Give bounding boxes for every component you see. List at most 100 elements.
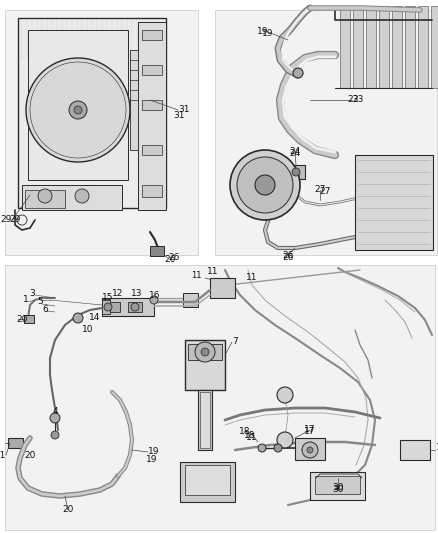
- Text: 29: 29: [9, 215, 21, 224]
- Bar: [185, 465, 230, 495]
- Bar: [180, 462, 235, 502]
- Text: 11: 11: [246, 273, 258, 282]
- Text: 11: 11: [207, 268, 219, 277]
- Text: 23: 23: [347, 95, 359, 104]
- Text: 11: 11: [191, 271, 202, 280]
- Bar: [200, 392, 210, 448]
- Text: 26: 26: [168, 254, 180, 262]
- Bar: [150, 246, 164, 256]
- Text: 19: 19: [257, 28, 268, 36]
- Text: 11: 11: [246, 433, 258, 442]
- Bar: [24, 315, 34, 323]
- Text: 26: 26: [283, 251, 294, 260]
- Bar: [355, 155, 433, 250]
- Circle shape: [69, 101, 87, 119]
- Bar: [108, 302, 120, 312]
- Bar: [142, 100, 162, 110]
- Circle shape: [277, 387, 293, 403]
- Text: 19: 19: [146, 456, 158, 464]
- Text: 17: 17: [304, 425, 316, 434]
- Text: 24: 24: [290, 148, 300, 157]
- Circle shape: [274, 444, 282, 452]
- Text: 27: 27: [319, 188, 331, 197]
- Bar: [340, 6, 350, 88]
- Bar: [379, 6, 389, 88]
- Bar: [130, 50, 138, 150]
- Bar: [185, 340, 225, 390]
- Text: 27: 27: [314, 185, 326, 195]
- Circle shape: [50, 413, 60, 423]
- Text: 4: 4: [52, 408, 58, 416]
- Circle shape: [73, 313, 83, 323]
- Circle shape: [307, 447, 313, 453]
- Circle shape: [38, 189, 52, 203]
- Bar: [5, 10, 198, 255]
- Circle shape: [258, 444, 266, 452]
- Bar: [8, 438, 23, 448]
- Circle shape: [255, 175, 275, 195]
- Bar: [102, 298, 154, 316]
- Text: 3: 3: [29, 288, 35, 297]
- Text: 20: 20: [16, 316, 28, 325]
- Text: 5: 5: [37, 297, 43, 306]
- Text: 13: 13: [131, 288, 143, 297]
- Text: 18: 18: [239, 427, 250, 437]
- Circle shape: [26, 58, 130, 162]
- Circle shape: [195, 342, 215, 362]
- Text: 23: 23: [352, 95, 364, 104]
- Circle shape: [75, 189, 89, 203]
- Text: 21: 21: [0, 450, 6, 459]
- Bar: [183, 293, 198, 307]
- Bar: [400, 440, 430, 460]
- Text: 20: 20: [25, 450, 35, 459]
- Circle shape: [292, 168, 300, 176]
- Text: 6: 6: [42, 305, 48, 314]
- Circle shape: [74, 106, 82, 114]
- Text: 12: 12: [112, 288, 124, 297]
- Circle shape: [237, 157, 293, 213]
- Text: 31: 31: [178, 106, 190, 115]
- Circle shape: [230, 150, 300, 220]
- Bar: [18, 18, 166, 208]
- Text: 7: 7: [232, 337, 238, 346]
- Circle shape: [277, 432, 293, 448]
- Bar: [188, 344, 222, 360]
- Circle shape: [201, 348, 209, 356]
- Text: 30: 30: [332, 483, 344, 492]
- Bar: [287, 165, 305, 179]
- Text: 26: 26: [164, 255, 176, 264]
- Circle shape: [104, 303, 112, 311]
- Bar: [28, 30, 128, 180]
- Text: 20: 20: [62, 505, 74, 514]
- Bar: [405, 6, 415, 88]
- Circle shape: [293, 68, 303, 78]
- Bar: [366, 6, 376, 88]
- Bar: [25, 190, 65, 208]
- Text: 1: 1: [23, 295, 29, 304]
- Text: 19: 19: [262, 28, 274, 37]
- Bar: [142, 30, 162, 40]
- Bar: [431, 6, 438, 88]
- Bar: [5, 265, 435, 530]
- Bar: [142, 65, 162, 75]
- Circle shape: [51, 431, 59, 439]
- Bar: [142, 185, 162, 197]
- Circle shape: [131, 303, 139, 311]
- Text: 16: 16: [149, 292, 161, 301]
- Text: 26: 26: [283, 253, 294, 262]
- Bar: [22, 185, 122, 210]
- Bar: [310, 472, 365, 500]
- Bar: [353, 6, 363, 88]
- Bar: [418, 6, 428, 88]
- Bar: [215, 10, 437, 255]
- Text: 17: 17: [304, 427, 316, 437]
- Circle shape: [150, 296, 158, 304]
- Bar: [142, 145, 162, 155]
- Text: 18: 18: [244, 431, 256, 440]
- Text: 10: 10: [82, 326, 94, 335]
- Text: 11: 11: [435, 443, 438, 453]
- Bar: [210, 278, 235, 298]
- Text: 30: 30: [332, 486, 344, 495]
- Bar: [138, 22, 166, 210]
- Bar: [198, 390, 212, 450]
